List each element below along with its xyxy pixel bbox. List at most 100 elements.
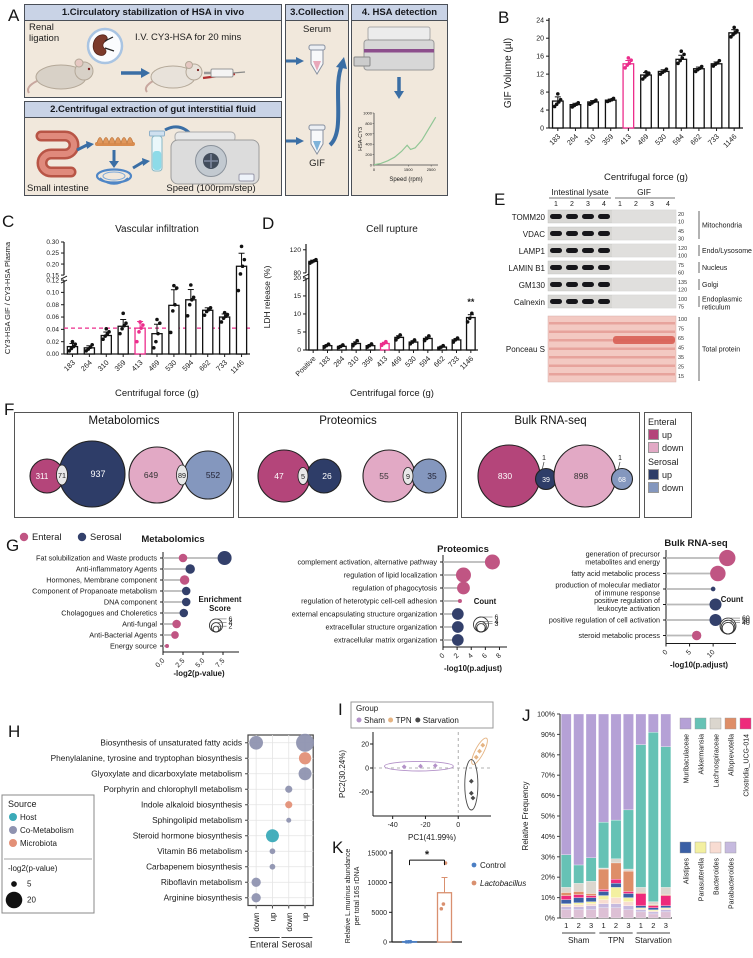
color-swatch-icon <box>648 442 659 453</box>
step2-title: 2.Centrifugal extraction of gut intersti… <box>25 102 281 118</box>
svg-text:0.00: 0.00 <box>46 351 59 358</box>
svg-text:60: 60 <box>678 271 684 277</box>
svg-text:-log10(p.adjust): -log10(p.adjust) <box>670 661 728 670</box>
svg-text:Anti-Bacterial Agents: Anti-Bacterial Agents <box>89 631 157 640</box>
panel-venn-diagrams: Metabolomics 311 937 71 649 552 89 Proteomics… <box>0 396 753 528</box>
svg-text:Endoplasmic: Endoplasmic <box>702 297 743 304</box>
svg-text:regulation of heterotypic cell: regulation of heterotypic cell-cell adhe… <box>301 597 437 606</box>
svg-text:2: 2 <box>570 201 574 208</box>
plate-reader-icon <box>353 26 435 99</box>
svg-text:-20: -20 <box>359 790 369 797</box>
svg-text:359: 359 <box>600 132 615 147</box>
svg-text:Fat solubilization and Waste p: Fat solubilization and Waste products <box>36 554 157 563</box>
svg-text:-log10(p.adjust): -log10(p.adjust) <box>444 664 502 673</box>
villi-icon <box>95 137 135 146</box>
step1-title: 1.Circulatory stabilization of HSA in vi… <box>25 5 281 21</box>
svg-text:15000: 15000 <box>368 850 388 857</box>
svg-text:Cell rupture: Cell rupture <box>366 224 418 235</box>
gif-tube-icon <box>308 124 326 155</box>
svg-text:Nucleus: Nucleus <box>702 265 728 272</box>
svg-text:4: 4 <box>602 201 606 208</box>
strainer-icon <box>95 168 133 185</box>
svg-text:per total 16S rDNA: per total 16S rDNA <box>354 866 361 925</box>
svg-text:Parabacteroides: Parabacteroides <box>729 858 736 909</box>
svg-text:TOMM20: TOMM20 <box>512 213 546 222</box>
svg-text:80: 80 <box>293 270 301 277</box>
svg-text:0: 0 <box>540 126 544 133</box>
iv-label: I.V. CY3-HSA for 20 mins <box>135 32 242 43</box>
svg-text:Speed (rpm): Speed (rpm) <box>389 177 422 183</box>
svg-text:0: 0 <box>373 167 376 172</box>
svg-text:PC1(41.99%): PC1(41.99%) <box>408 833 456 842</box>
svg-text:VDAC: VDAC <box>523 230 545 239</box>
svg-text:5: 5 <box>297 329 301 336</box>
venn-legend: Enteral up down Serosal up down <box>644 412 692 518</box>
svg-text:0: 0 <box>383 940 387 947</box>
svg-text:Total protein: Total protein <box>702 347 740 354</box>
chart-kegg-dotplot: Biosynthesis of unsaturated fatty acids P… <box>1 733 315 950</box>
step4-box: 4. HSA detection 0 200 400 600 800 1000 0 1500 2… <box>351 4 448 196</box>
svg-text:Relative L.murinus abundance: Relative L.murinus abundance <box>345 849 352 944</box>
svg-text:35: 35 <box>678 355 684 361</box>
venn-box-proteomics: Proteomics 47 26 5 55 35 9 <box>238 412 458 518</box>
svg-text:0: 0 <box>439 652 447 660</box>
svg-text:Arginine biosynthesis: Arginine biosynthesis <box>164 893 242 903</box>
svg-text:TPN: TPN <box>608 936 624 945</box>
svg-text:16: 16 <box>536 54 544 61</box>
svg-text:Parasutterella: Parasutterella <box>699 858 706 901</box>
svg-text:60: 60 <box>742 616 750 623</box>
svg-text:Biosynthesis of unsaturated fa: Biosynthesis of unsaturated fatty acids <box>100 738 242 748</box>
svg-text:10: 10 <box>293 311 301 318</box>
svg-text:60%: 60% <box>541 793 555 800</box>
svg-text:20: 20 <box>27 896 36 905</box>
panel-label-k: K <box>332 838 344 857</box>
step1-illustration <box>27 27 246 94</box>
svg-text:135: 135 <box>678 280 687 286</box>
svg-text:LAMP1: LAMP1 <box>519 247 546 256</box>
svg-text:PC2(30.24%): PC2(30.24%) <box>338 750 347 798</box>
svg-text:4: 4 <box>229 620 233 627</box>
svg-text:45: 45 <box>678 346 684 352</box>
svg-text:*: * <box>425 849 430 861</box>
svg-text:68: 68 <box>618 477 626 484</box>
svg-text:-log2(p-value): -log2(p-value) <box>8 864 58 873</box>
svg-text:2: 2 <box>577 921 581 930</box>
step3-illustration <box>286 44 347 155</box>
svg-text:Host: Host <box>20 813 37 822</box>
svg-text:1: 1 <box>639 921 643 930</box>
svg-text:40: 40 <box>742 620 750 627</box>
western-blot-figure: Intestinal lysate GIF 1 2 3 4 1 2 3 4 TOMM20 20 10 VD… <box>506 187 752 383</box>
svg-text:15: 15 <box>293 293 301 300</box>
svg-text:1: 1 <box>618 453 622 462</box>
svg-text:5: 5 <box>27 880 32 889</box>
svg-text:LDH release (%): LDH release (%) <box>262 265 272 328</box>
svg-text:45: 45 <box>678 229 684 235</box>
svg-text:552: 552 <box>206 470 220 480</box>
svg-text:469: 469 <box>146 358 161 373</box>
svg-text:Alloprevotella: Alloprevotella <box>729 734 736 776</box>
svg-text:1146: 1146 <box>721 132 738 149</box>
svg-text:10%: 10% <box>541 895 555 902</box>
svg-text:100: 100 <box>678 317 687 323</box>
svg-text:40%: 40% <box>541 834 555 841</box>
svg-text:Centrifugal force (g): Centrifugal force (g) <box>115 388 199 399</box>
svg-text:DNA component: DNA component <box>104 598 157 607</box>
svg-text:3: 3 <box>626 921 630 930</box>
svg-text:LAMIN B1: LAMIN B1 <box>509 264 546 273</box>
svg-text:Carbapenem biosynthesis: Carbapenem biosynthesis <box>146 862 242 872</box>
svg-text:positive regulation of cell ac: positive regulation of cell activation <box>549 616 660 625</box>
svg-text:Sham: Sham <box>364 716 385 725</box>
svg-text:Intestinal lysate: Intestinal lysate <box>551 187 609 197</box>
svg-text:310: 310 <box>96 358 111 373</box>
svg-text:regulation of lipid localizati: regulation of lipid localization <box>344 571 437 580</box>
svg-text:26: 26 <box>322 471 332 481</box>
svg-text:metabolites and energy: metabolites and energy <box>585 557 660 566</box>
svg-text:10: 10 <box>678 220 684 226</box>
svg-text:2: 2 <box>453 652 461 660</box>
svg-text:183: 183 <box>317 354 332 369</box>
svg-text:15: 15 <box>678 374 684 380</box>
panel-label-e: E <box>494 190 506 209</box>
svg-text:Proteomics: Proteomics <box>437 544 489 555</box>
panel-a-schematic: 1.Circulatory stabilization of HSA in vi… <box>24 4 448 196</box>
svg-text:-log2(p-value): -log2(p-value) <box>173 669 225 678</box>
